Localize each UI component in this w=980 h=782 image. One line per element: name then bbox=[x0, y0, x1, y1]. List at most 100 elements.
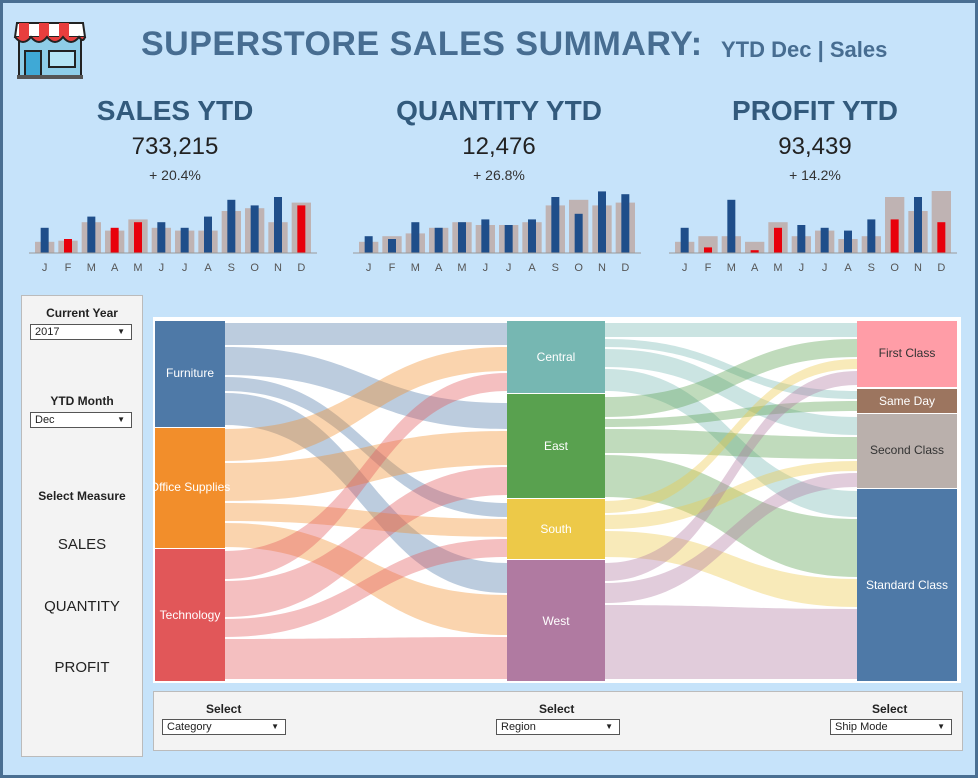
ytd-month-dropdown[interactable]: Dec ▼ bbox=[30, 412, 132, 428]
current-year-bar[interactable] bbox=[797, 225, 806, 253]
flow-furniture-west[interactable] bbox=[225, 393, 507, 593]
current-year-bar[interactable] bbox=[134, 222, 142, 253]
flow-office-west[interactable] bbox=[225, 523, 507, 635]
flow-east-standard[interactable] bbox=[605, 455, 857, 577]
current-year-bar[interactable] bbox=[64, 239, 72, 253]
current-year-bar[interactable] bbox=[250, 205, 259, 253]
current-year-bar[interactable] bbox=[937, 222, 946, 253]
month-tick-label: S bbox=[868, 262, 875, 274]
flow-central-sameday[interactable] bbox=[605, 339, 857, 399]
flow-south-standard[interactable] bbox=[605, 531, 857, 607]
flow-furniture-central[interactable] bbox=[225, 323, 507, 345]
current-year-bar[interactable] bbox=[551, 197, 560, 253]
current-year-bar[interactable] bbox=[680, 227, 689, 253]
node-furniture[interactable] bbox=[155, 321, 225, 427]
node-technology[interactable] bbox=[155, 549, 225, 681]
region-dropdown[interactable]: Region ▼ bbox=[496, 719, 620, 735]
prev-year-bar[interactable] bbox=[745, 241, 765, 253]
flow-office-south[interactable] bbox=[225, 503, 507, 537]
current-year-dropdown[interactable]: 2017 ▼ bbox=[30, 324, 132, 340]
measure-profit-option[interactable]: PROFIT bbox=[54, 659, 110, 676]
current-year-bar[interactable] bbox=[411, 222, 420, 253]
current-year-bar[interactable] bbox=[844, 230, 852, 253]
month-tick-label: N bbox=[914, 262, 922, 274]
flow-south-first[interactable] bbox=[605, 359, 857, 513]
prev-year-bar[interactable] bbox=[698, 236, 718, 253]
flow-west-standard[interactable] bbox=[605, 605, 857, 679]
flow-technology-south[interactable] bbox=[225, 539, 507, 637]
current-year-bar[interactable] bbox=[621, 194, 630, 253]
node-second-class[interactable] bbox=[857, 414, 957, 488]
month-tick-label: M bbox=[411, 262, 420, 274]
flow-west-second[interactable] bbox=[605, 473, 857, 603]
category-dropdown[interactable]: Category ▼ bbox=[162, 719, 286, 735]
flow-west-first[interactable] bbox=[605, 371, 857, 581]
flow-furniture-south[interactable] bbox=[225, 377, 507, 517]
current-year-bar[interactable] bbox=[40, 227, 49, 253]
current-year-bar[interactable] bbox=[504, 225, 513, 253]
measure-quantity-option[interactable]: QUANTITY bbox=[44, 598, 120, 615]
flow-furniture-east[interactable] bbox=[225, 347, 507, 429]
page-title: SUPERSTORE SALES SUMMARY: bbox=[141, 25, 703, 63]
flow-east-second[interactable] bbox=[605, 429, 857, 459]
current-year-bar[interactable] bbox=[867, 219, 876, 253]
node-first-class[interactable] bbox=[857, 321, 957, 387]
month-tick-label: N bbox=[274, 262, 282, 274]
node-standard-class[interactable] bbox=[857, 489, 957, 681]
current-year-bar[interactable] bbox=[574, 213, 583, 253]
flow-technology-central[interactable] bbox=[225, 373, 507, 579]
current-year-bar[interactable] bbox=[434, 227, 443, 253]
flow-central-second[interactable] bbox=[605, 349, 857, 435]
current-year-bar[interactable] bbox=[820, 227, 829, 253]
flow-technology-east[interactable] bbox=[225, 467, 507, 617]
current-year-bar[interactable] bbox=[750, 250, 759, 253]
flow-office-east[interactable] bbox=[225, 431, 507, 501]
current-year-bar[interactable] bbox=[388, 239, 396, 253]
current-year-bar[interactable] bbox=[180, 227, 189, 253]
dropdown-arrow-icon: ▼ bbox=[271, 722, 279, 731]
current-year-bar[interactable] bbox=[110, 227, 119, 253]
month-tick-label: A bbox=[844, 262, 852, 274]
node-office-supplies[interactable] bbox=[155, 428, 225, 548]
current-year-bar[interactable] bbox=[481, 219, 490, 253]
flow-east-sameday[interactable] bbox=[605, 401, 857, 427]
current-year-bar[interactable] bbox=[727, 199, 736, 253]
current-year-label: Current Year bbox=[46, 306, 118, 320]
node-east[interactable] bbox=[507, 394, 605, 498]
current-year-bar[interactable] bbox=[704, 247, 712, 253]
month-tick-label: J bbox=[483, 262, 489, 274]
flow-technology-west[interactable] bbox=[225, 637, 507, 679]
current-year-bar[interactable] bbox=[157, 222, 166, 253]
page-subtitle: YTD Dec | Sales bbox=[721, 37, 888, 62]
flow-east-first[interactable] bbox=[605, 339, 857, 417]
current-year-bar[interactable] bbox=[598, 191, 606, 253]
month-tick-label: O bbox=[250, 262, 259, 274]
current-year-bar[interactable] bbox=[914, 197, 922, 253]
month-tick-label: M bbox=[773, 262, 782, 274]
measure-sales-option[interactable]: SALES bbox=[57, 536, 107, 553]
current-year-bar[interactable] bbox=[774, 227, 782, 253]
node-central[interactable] bbox=[507, 321, 605, 393]
flow-central-standard[interactable] bbox=[605, 369, 857, 517]
control-panel: Current Year 2017 ▼ YTD Month Dec ▼ Sele… bbox=[21, 295, 143, 757]
current-year-bar[interactable] bbox=[364, 236, 373, 253]
ship-mode-dropdown[interactable]: Ship Mode ▼ bbox=[830, 719, 952, 735]
month-tick-label: S bbox=[228, 262, 235, 274]
flow-central-first[interactable] bbox=[605, 323, 857, 337]
node-same-day[interactable] bbox=[857, 389, 957, 413]
node-west[interactable] bbox=[507, 560, 605, 681]
flow-office-central[interactable] bbox=[225, 347, 507, 461]
prev-year-bar[interactable] bbox=[931, 191, 951, 253]
flow-south-second[interactable] bbox=[605, 461, 857, 529]
node-south[interactable] bbox=[507, 499, 605, 559]
region-dropdown-value: Region bbox=[501, 721, 536, 733]
current-year-bar[interactable] bbox=[528, 219, 536, 253]
current-year-bar[interactable] bbox=[204, 216, 212, 253]
current-year-bar[interactable] bbox=[297, 205, 306, 253]
current-year-bar[interactable] bbox=[890, 219, 899, 253]
current-year-bar[interactable] bbox=[458, 222, 466, 253]
current-year-bar[interactable] bbox=[274, 197, 282, 253]
current-year-bar[interactable] bbox=[227, 199, 236, 253]
month-tick-label: O bbox=[890, 262, 899, 274]
current-year-bar[interactable] bbox=[87, 216, 96, 253]
